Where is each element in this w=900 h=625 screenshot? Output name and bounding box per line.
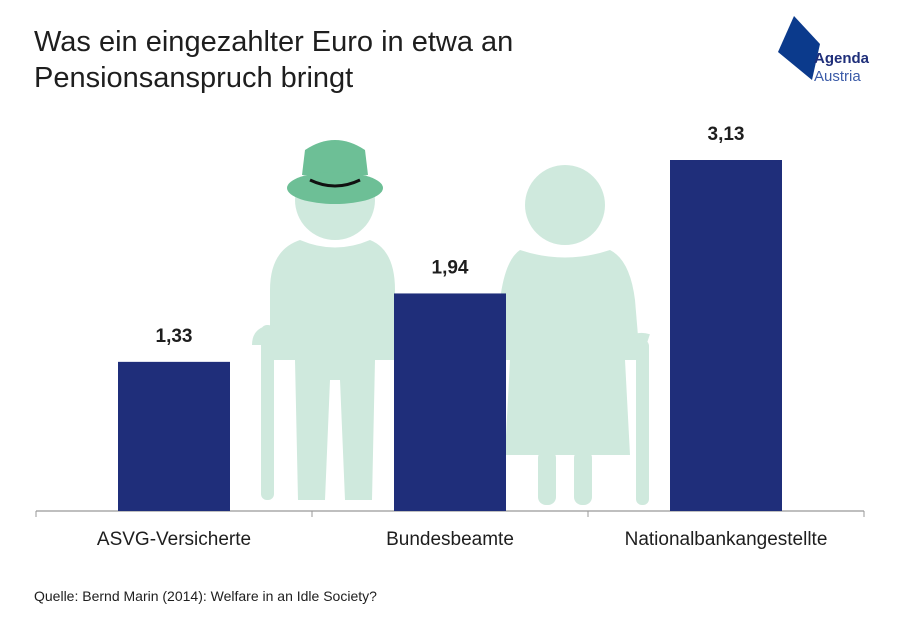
category-label-2: Nationalbankangestellte — [625, 529, 828, 550]
bar-2 — [670, 160, 782, 511]
agenda-austria-logo: Agenda Austria — [770, 14, 890, 88]
old-man-illustration — [252, 160, 395, 500]
x-axis-ticks — [35, 511, 865, 517]
bars — [118, 160, 782, 511]
chart-title: Was ein eingezahlter Euro in etwa an Pen… — [34, 26, 514, 94]
logo-text-austria: Austria — [814, 68, 861, 85]
hat-icon — [287, 140, 383, 204]
category-label-1: Bundesbeamte — [386, 529, 514, 550]
category-label-0: ASVG-Versicherte — [97, 529, 251, 550]
bar-1 — [394, 293, 506, 511]
value-label-1: 1,94 — [432, 257, 469, 278]
old-woman-illustration — [495, 165, 650, 505]
bar-0 — [118, 361, 230, 511]
logo-text-agenda: Agenda — [814, 50, 870, 67]
source-note: Quelle: Bernd Marin (2014): Welfare in a… — [34, 588, 377, 604]
value-label-2: 3,13 — [708, 124, 745, 145]
value-label-0: 1,33 — [156, 326, 193, 347]
logo-mark-icon — [778, 16, 820, 80]
category-labels: ASVG-Versicherte Bundesbeamte Nationalbank… — [97, 529, 827, 550]
value-labels: 1,33 1,94 3,13 — [156, 124, 745, 347]
